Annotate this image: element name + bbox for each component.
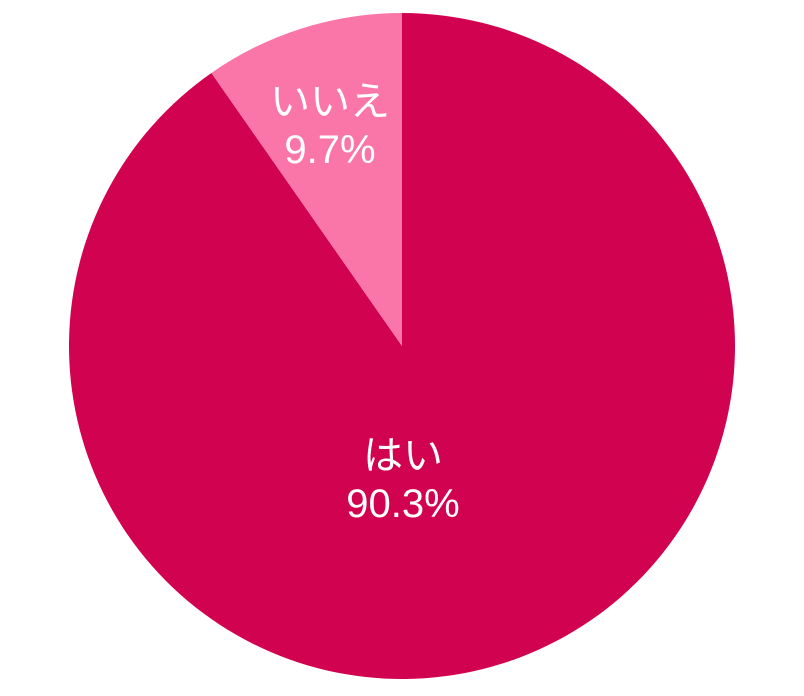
pie-slice-yes xyxy=(69,12,736,679)
pie-slice-no xyxy=(211,13,402,346)
